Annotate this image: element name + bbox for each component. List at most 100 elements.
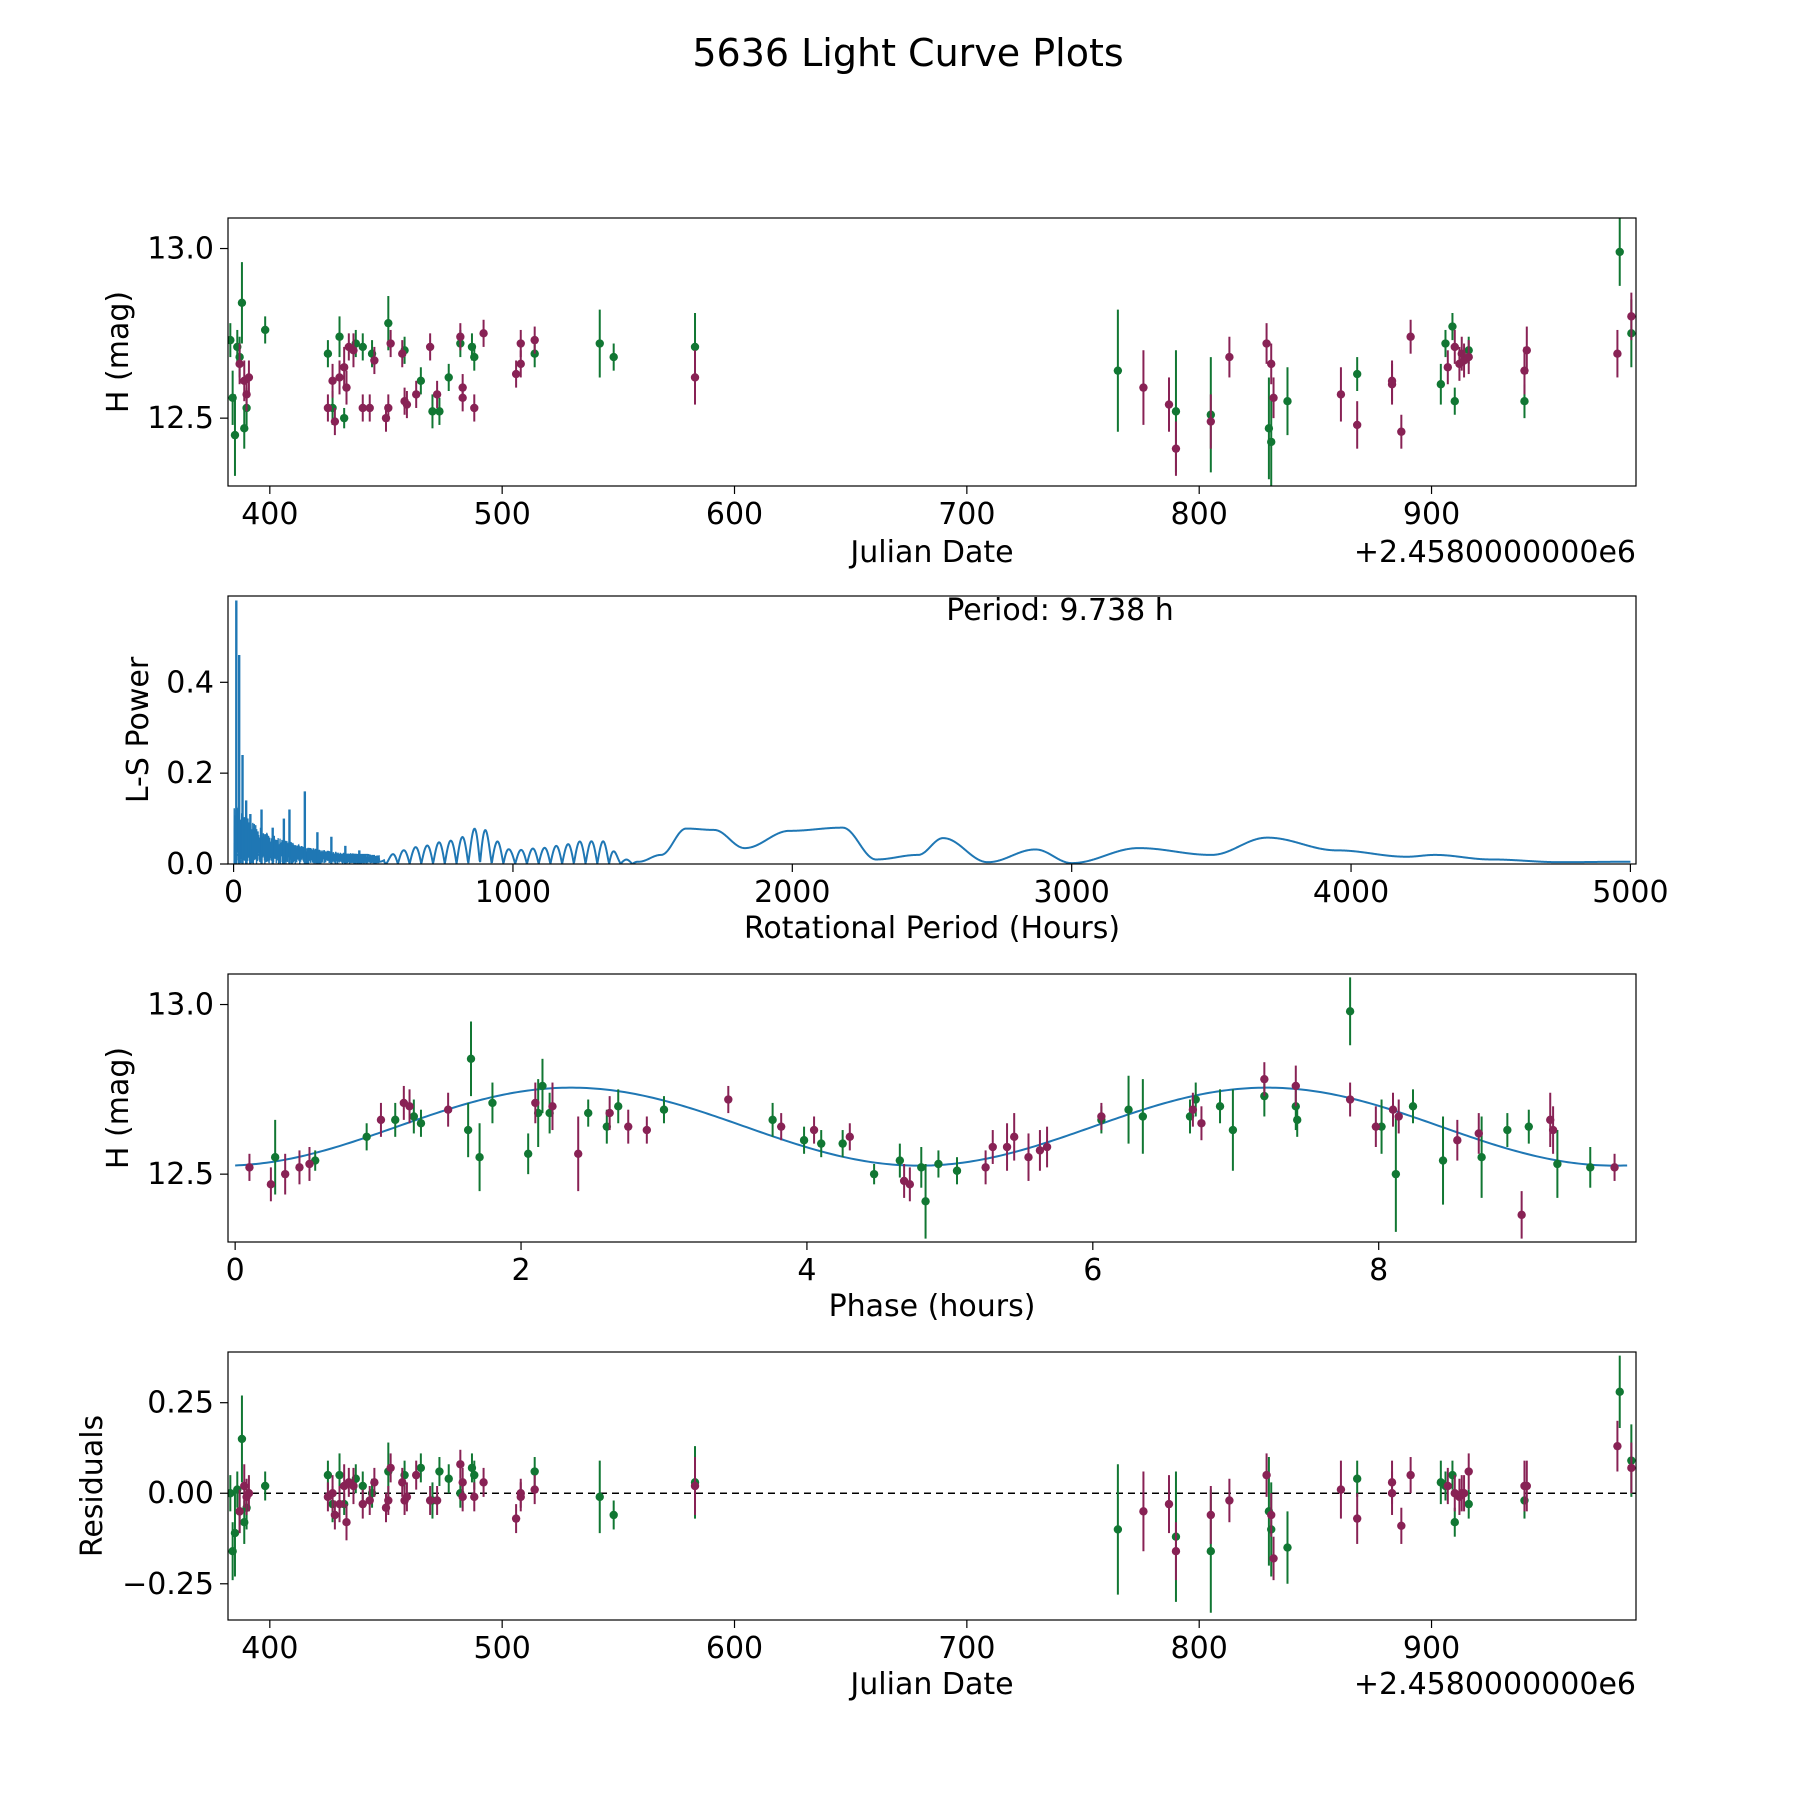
residuals-x-offset: +2.4580000000e6 bbox=[1354, 1667, 1636, 1702]
y-tick-label: 0.4 bbox=[166, 665, 214, 700]
data-point bbox=[1477, 1152, 1486, 1162]
data-point bbox=[384, 318, 393, 328]
data-point bbox=[479, 1478, 488, 1487]
data-point bbox=[690, 342, 700, 352]
data-point bbox=[1436, 380, 1446, 389]
data-point bbox=[323, 349, 333, 358]
data-point bbox=[416, 1463, 426, 1473]
light-curve-x-offset: +2.4580000000e6 bbox=[1354, 535, 1636, 570]
data-point bbox=[1024, 1152, 1033, 1162]
data-point bbox=[817, 1139, 826, 1148]
data-point bbox=[435, 1467, 444, 1476]
data-point bbox=[921, 1197, 930, 1206]
series-purple bbox=[235, 1420, 1636, 1581]
light-curve-y-label: H (mag) bbox=[101, 291, 136, 413]
data-point bbox=[1113, 366, 1123, 375]
data-point bbox=[1464, 1499, 1473, 1509]
periodogram-dense-forest bbox=[233, 806, 381, 864]
data-point bbox=[1586, 1163, 1595, 1172]
data-point bbox=[642, 1125, 652, 1135]
x-tick-label: 800 bbox=[1171, 1631, 1228, 1666]
light-curve-panel: 400 500 600 700 800 900 12.5 13.0 Julian Date H… bbox=[101, 217, 1637, 570]
data-point bbox=[370, 1478, 379, 1487]
data-point bbox=[1406, 332, 1415, 341]
data-point bbox=[305, 1159, 314, 1169]
data-point bbox=[1260, 1091, 1269, 1101]
data-point bbox=[1517, 1210, 1526, 1220]
residuals-ticks: 400 500 600 700 800 900 −0.25 0.00 0.25 bbox=[122, 1386, 1460, 1666]
data-point bbox=[516, 359, 525, 369]
data-point bbox=[1228, 1125, 1238, 1135]
data-point bbox=[1627, 1463, 1636, 1473]
data-point bbox=[411, 1470, 421, 1480]
periodogram-frame bbox=[227, 595, 1637, 865]
data-point bbox=[1345, 1095, 1355, 1104]
data-point bbox=[244, 1489, 254, 1498]
light-curve-data bbox=[228, 218, 1636, 486]
data-point bbox=[1474, 1129, 1483, 1138]
data-point bbox=[328, 376, 337, 386]
data-point bbox=[799, 1136, 809, 1145]
data-point bbox=[1042, 1142, 1052, 1152]
data-point bbox=[1336, 390, 1346, 399]
data-point bbox=[530, 1467, 539, 1476]
residuals-x-label: Julian Date bbox=[848, 1667, 1013, 1702]
data-point bbox=[1260, 1074, 1269, 1084]
data-point bbox=[330, 417, 340, 426]
data-point bbox=[270, 1152, 280, 1162]
data-point bbox=[1336, 1485, 1346, 1494]
data-point bbox=[1371, 1122, 1381, 1131]
period-annotation: Period: 9.738 h bbox=[946, 593, 1174, 628]
residuals-y-label: Residuals bbox=[75, 1415, 110, 1557]
data-point bbox=[1215, 1102, 1225, 1111]
data-point bbox=[1138, 1112, 1148, 1121]
data-point bbox=[1164, 1499, 1174, 1509]
data-point bbox=[475, 1152, 484, 1162]
data-point bbox=[1406, 1470, 1415, 1480]
data-point bbox=[981, 1163, 990, 1172]
residuals-panel: 400 500 600 700 800 900 −0.25 0.00 0.25 Julian D… bbox=[75, 1351, 1637, 1702]
data-point bbox=[1503, 1125, 1512, 1135]
data-point bbox=[1262, 339, 1271, 348]
data-point bbox=[1408, 1102, 1418, 1111]
data-point bbox=[1139, 1507, 1148, 1516]
data-point bbox=[838, 1139, 847, 1148]
periodogram-smooth-curve bbox=[233, 826, 1631, 864]
periodogram-x-label: Rotational Period (Hours) bbox=[744, 911, 1120, 946]
periodogram-ticks: 0 1000 2000 3000 4000 5000 0.0 0.2 0.4 bbox=[166, 665, 1668, 910]
data-point bbox=[244, 373, 254, 382]
data-point bbox=[237, 1434, 247, 1444]
data-point bbox=[1450, 396, 1459, 406]
x-tick-label: 600 bbox=[706, 1631, 763, 1666]
data-point bbox=[411, 390, 421, 399]
data-point bbox=[416, 376, 426, 386]
data-point bbox=[1171, 407, 1181, 416]
data-point bbox=[470, 352, 479, 362]
x-tick-label: 600 bbox=[706, 497, 763, 532]
data-point bbox=[595, 1492, 604, 1502]
data-point bbox=[1352, 1474, 1362, 1483]
data-point bbox=[458, 1492, 467, 1502]
data-point bbox=[405, 1102, 414, 1111]
data-point bbox=[988, 1142, 997, 1152]
data-point bbox=[443, 1105, 453, 1114]
data-point bbox=[328, 1489, 337, 1498]
x-tick-label: 2 bbox=[511, 1253, 530, 1288]
data-point bbox=[386, 339, 395, 348]
data-point bbox=[358, 1481, 367, 1491]
phase-y-label: H (mag) bbox=[101, 1047, 136, 1169]
figure-title: 5636 Light Curve Plots bbox=[692, 31, 1123, 75]
data-point bbox=[349, 1481, 358, 1491]
data-point bbox=[432, 390, 442, 399]
data-point bbox=[690, 1481, 700, 1491]
data-point bbox=[1164, 400, 1174, 409]
data-point bbox=[1206, 1510, 1216, 1520]
y-tick-label: −0.25 bbox=[122, 1567, 214, 1602]
data-point bbox=[530, 1485, 539, 1494]
data-point bbox=[458, 383, 467, 392]
data-point bbox=[1206, 1546, 1216, 1556]
data-point bbox=[466, 1054, 476, 1064]
data-point bbox=[1613, 1441, 1622, 1451]
data-point bbox=[1397, 1521, 1406, 1531]
data-point bbox=[1206, 417, 1216, 426]
